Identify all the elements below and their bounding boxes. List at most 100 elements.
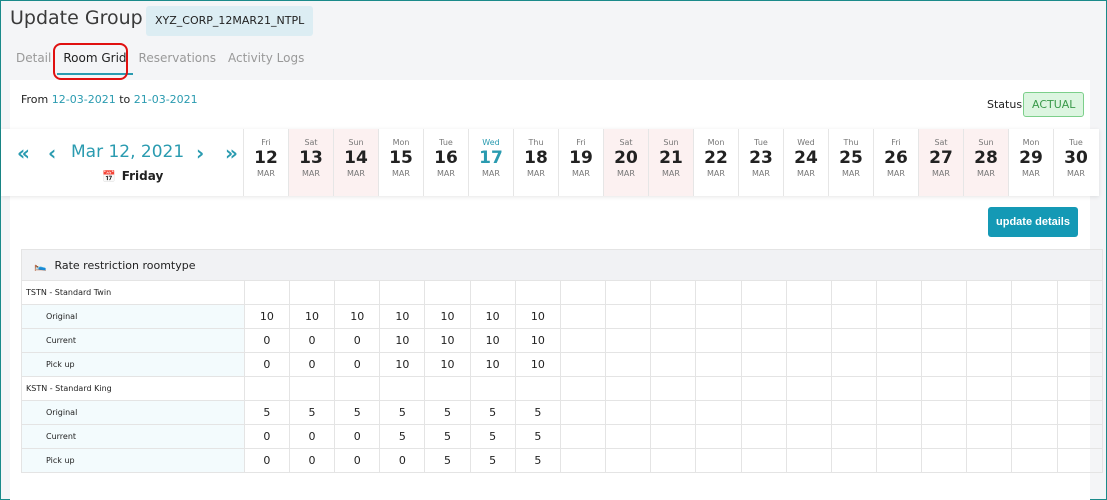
grid-cell[interactable]: 0 bbox=[288, 424, 336, 449]
grid-cell[interactable]: 10 bbox=[288, 304, 336, 329]
grid-cell[interactable]: 5 bbox=[288, 400, 336, 425]
grid-cell[interactable]: 5 bbox=[469, 424, 516, 449]
last-page-icon[interactable]: » bbox=[225, 141, 238, 165]
grid-cell[interactable]: 0 bbox=[334, 448, 381, 473]
grid-cell[interactable]: 10 bbox=[424, 352, 471, 377]
grid-cell[interactable]: 0 bbox=[288, 328, 336, 353]
grid-cell[interactable]: 0 bbox=[334, 352, 381, 377]
grid-cell[interactable]: 0 bbox=[288, 352, 336, 377]
grid-cell bbox=[469, 376, 516, 401]
next-icon[interactable]: › bbox=[196, 141, 205, 165]
day-column[interactable]: Mon 15 MAR bbox=[378, 129, 423, 196]
day-number: 20 bbox=[614, 148, 638, 168]
grid-cell[interactable]: 5 bbox=[469, 448, 516, 473]
day-column[interactable]: Tue 23 MAR bbox=[738, 129, 783, 196]
day-column[interactable]: Mon 22 MAR bbox=[693, 129, 738, 196]
day-column[interactable]: Sun 28 MAR bbox=[963, 129, 1008, 196]
day-column[interactable]: Sat 20 MAR bbox=[603, 129, 648, 196]
grid-cell[interactable]: 10 bbox=[469, 352, 516, 377]
grid-cell[interactable]: 0 bbox=[243, 352, 290, 377]
day-column[interactable]: Tue 30 MAR bbox=[1053, 129, 1098, 196]
day-column[interactable]: Sat 13 MAR bbox=[288, 129, 333, 196]
grid-cell bbox=[695, 424, 742, 449]
tab-reservations[interactable]: Reservations bbox=[138, 51, 216, 65]
grid-cell[interactable]: 5 bbox=[334, 400, 381, 425]
grid-cell bbox=[785, 280, 832, 305]
day-column[interactable]: Thu 25 MAR bbox=[828, 129, 873, 196]
day-column[interactable]: Tue 16 MAR bbox=[423, 129, 468, 196]
grid-cell[interactable]: 10 bbox=[334, 304, 381, 329]
grid-cell[interactable]: 5 bbox=[379, 424, 426, 449]
grid-cell bbox=[740, 328, 787, 353]
grid-cell[interactable]: 10 bbox=[243, 304, 290, 329]
grid-cell[interactable]: 10 bbox=[469, 328, 516, 353]
grid-cell[interactable]: 0 bbox=[243, 424, 290, 449]
first-page-icon[interactable]: « bbox=[17, 141, 30, 165]
day-column[interactable]: Mon 29 MAR bbox=[1008, 129, 1053, 196]
day-column[interactable]: Wed 17 MAR bbox=[468, 129, 513, 196]
tab-room-grid[interactable]: Room Grid bbox=[57, 45, 133, 75]
grid-cell[interactable]: 5 bbox=[514, 424, 561, 449]
roomtype-name: TSTN - Standard Twin bbox=[21, 280, 245, 305]
current-date: Mar 12, 2021 bbox=[71, 142, 185, 162]
grid-cell[interactable]: 5 bbox=[243, 400, 290, 425]
day-month: MAR bbox=[257, 169, 275, 178]
row-label: Original bbox=[21, 304, 245, 329]
tab-activity-logs[interactable]: Activity Logs bbox=[227, 51, 305, 65]
grid-cell[interactable]: 0 bbox=[379, 448, 426, 473]
grid-cell[interactable]: 10 bbox=[514, 352, 561, 377]
day-number: 19 bbox=[569, 148, 593, 168]
grid-cell[interactable]: 10 bbox=[469, 304, 516, 329]
grid-cell[interactable]: 0 bbox=[334, 328, 381, 353]
day-name: Sun bbox=[978, 138, 994, 147]
update-details-button[interactable]: update details bbox=[988, 207, 1078, 237]
day-column[interactable]: Sat 27 MAR bbox=[918, 129, 963, 196]
grid-cell bbox=[559, 280, 607, 305]
grid-cell bbox=[875, 352, 923, 377]
day-column[interactable]: Thu 18 MAR bbox=[513, 129, 558, 196]
grid-cell bbox=[514, 376, 561, 401]
grid-cell bbox=[650, 280, 697, 305]
grid-cell bbox=[740, 352, 787, 377]
prev-icon[interactable]: ‹ bbox=[48, 141, 57, 165]
grid-cell[interactable]: 5 bbox=[514, 448, 561, 473]
grid-cell[interactable]: 0 bbox=[334, 424, 381, 449]
grid-cell[interactable]: 0 bbox=[243, 328, 290, 353]
current-day[interactable]: 📅 Friday bbox=[102, 169, 163, 183]
tab-detail[interactable]: Detail bbox=[16, 51, 52, 65]
day-column[interactable]: Wed 24 MAR bbox=[783, 129, 828, 196]
day-column[interactable]: Fri 26 MAR bbox=[873, 129, 918, 196]
day-number: 12 bbox=[254, 148, 278, 168]
room-grid-table: 🛌 Rate restriction roomtype TSTN - Standa… bbox=[21, 249, 1104, 473]
day-column[interactable]: Sun 14 MAR bbox=[333, 129, 378, 196]
grid-cell[interactable]: 10 bbox=[424, 328, 471, 353]
grid-cell[interactable]: 5 bbox=[424, 448, 471, 473]
page-title: Update Group bbox=[10, 7, 143, 29]
calendar-icon: 📅 bbox=[102, 170, 116, 183]
grid-cell[interactable]: 10 bbox=[379, 352, 426, 377]
grid-cell bbox=[740, 448, 787, 473]
grid-cell[interactable]: 10 bbox=[514, 304, 561, 329]
day-column[interactable]: Fri 12 MAR bbox=[243, 129, 288, 196]
grid-cell[interactable]: 0 bbox=[288, 448, 336, 473]
day-name: Mon bbox=[1022, 138, 1040, 147]
grid-cell[interactable]: 5 bbox=[379, 400, 426, 425]
grid-cell bbox=[921, 280, 968, 305]
grid-header-label: Rate restriction roomtype bbox=[54, 258, 196, 272]
grid-cell[interactable]: 0 bbox=[243, 448, 290, 473]
grid-cell bbox=[921, 424, 968, 449]
grid-cell[interactable]: 5 bbox=[469, 400, 516, 425]
grid-cell[interactable]: 5 bbox=[424, 424, 471, 449]
grid-cell[interactable]: 10 bbox=[514, 328, 561, 353]
grid-cell[interactable]: 10 bbox=[379, 304, 426, 329]
day-number: 16 bbox=[434, 148, 458, 168]
current-day-label: Friday bbox=[121, 169, 164, 183]
grid-cell[interactable]: 5 bbox=[514, 400, 561, 425]
grid-cell[interactable]: 10 bbox=[379, 328, 426, 353]
grid-cell bbox=[875, 376, 923, 401]
day-column[interactable]: Fri 19 MAR bbox=[558, 129, 603, 196]
day-column[interactable]: Sun 21 MAR bbox=[648, 129, 693, 196]
day-number: 25 bbox=[839, 148, 863, 168]
grid-cell[interactable]: 5 bbox=[424, 400, 471, 425]
grid-cell[interactable]: 10 bbox=[424, 304, 471, 329]
